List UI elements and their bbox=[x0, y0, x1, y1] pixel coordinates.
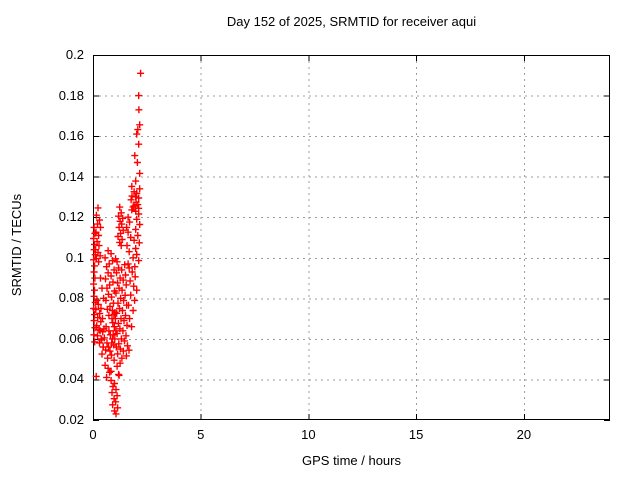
scatter-points-srmtid bbox=[90, 69, 145, 418]
y-tick-label: 0.16 bbox=[58, 128, 84, 144]
y-tick-label: 0.02 bbox=[58, 412, 84, 427]
axis-tick-marks bbox=[93, 55, 610, 421]
y-tick-label: 0.06 bbox=[58, 330, 84, 346]
x-tick-label: 20 bbox=[516, 427, 532, 442]
y-axis-label: SRMTID / TECUs bbox=[9, 193, 24, 297]
y-tick-label: 0.14 bbox=[58, 168, 84, 184]
y-tick-label: 0.12 bbox=[58, 209, 84, 225]
y-tick-label: 0.2 bbox=[65, 47, 84, 62]
y-tick-label: 0.04 bbox=[58, 371, 84, 387]
x-tick-label: 5 bbox=[197, 427, 205, 442]
chart-title: Day 152 of 2025, SRMTID for receiver aqu… bbox=[226, 14, 477, 29]
plot-border bbox=[93, 55, 610, 420]
x-tick-label: 0 bbox=[89, 427, 97, 442]
x-tick-label: 10 bbox=[301, 427, 316, 442]
y-tick-label: 0.08 bbox=[58, 290, 84, 306]
y-tick-label: 0.1 bbox=[65, 249, 84, 265]
x-axis-label: GPS time / hours bbox=[302, 453, 401, 468]
y-tick-label: 0.18 bbox=[58, 87, 84, 103]
x-tick-label: 15 bbox=[408, 427, 424, 442]
